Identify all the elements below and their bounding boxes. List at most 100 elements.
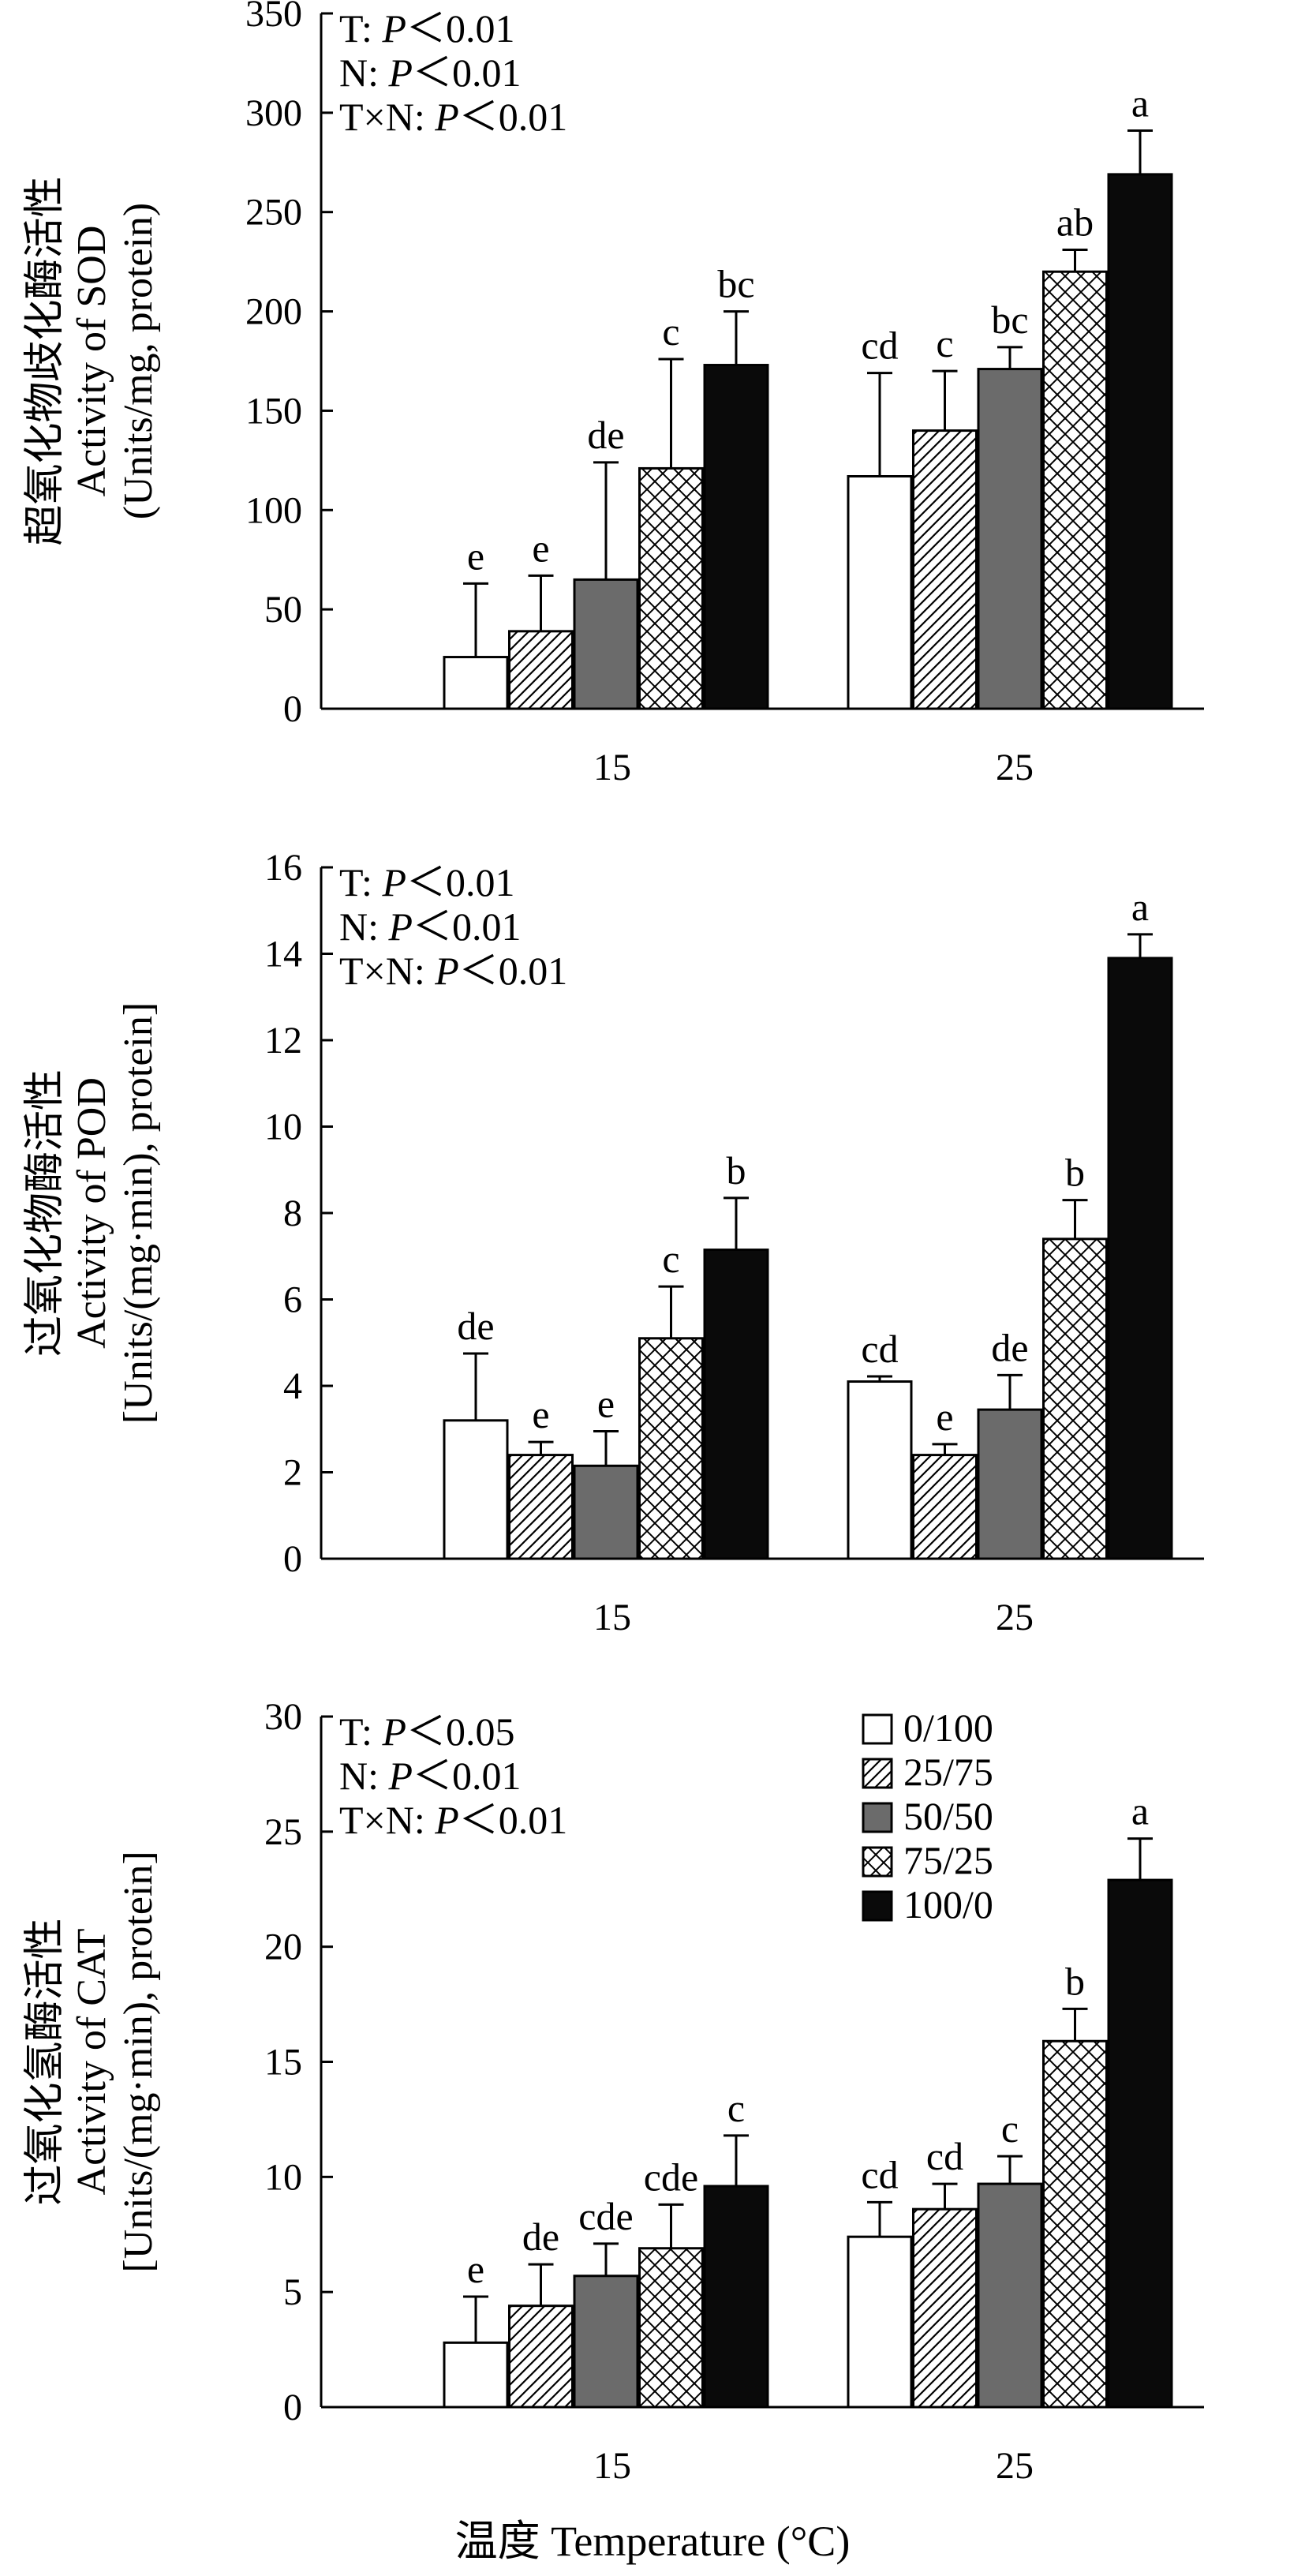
legend-swatch — [862, 1846, 893, 1878]
y-axis-label-line: [Units/(mg·min), protein] — [116, 1002, 161, 1424]
y-tick-label: 5 — [283, 2271, 302, 2313]
bar — [573, 1464, 639, 1560]
bar — [638, 466, 704, 710]
x-tick-label: 15 — [593, 2445, 631, 2487]
significance-letter: e — [936, 1395, 953, 1439]
bar — [1042, 270, 1108, 710]
bar — [508, 630, 574, 710]
legend-label: 100/0 — [903, 1882, 993, 1926]
significance-letter: e — [532, 1392, 549, 1436]
significance-letter: c — [1001, 2106, 1019, 2151]
significance-letter: cd — [861, 1327, 898, 1371]
legend-swatch — [862, 1890, 893, 1922]
y-tick-label: 12 — [264, 1020, 302, 1061]
y-tick-label: 0 — [283, 1538, 302, 1580]
significance-letter: c — [662, 1237, 679, 1281]
significance-letter: b — [1065, 1959, 1085, 2003]
legend-label: 75/25 — [903, 1838, 993, 1882]
significance-letter: cd — [861, 2152, 898, 2196]
bar — [703, 2185, 769, 2409]
bar — [443, 1419, 509, 1560]
significance-letter: c — [662, 309, 679, 354]
legend-swatch — [862, 1713, 893, 1745]
significance-letter: cde — [644, 2155, 698, 2199]
y-axis-label-line: 过氧化氢酶活性 — [23, 1918, 68, 2205]
y-tick-label: 100 — [245, 489, 302, 531]
y-tick-label: 150 — [245, 390, 302, 432]
y-tick-label: 30 — [264, 1696, 302, 1738]
bar — [847, 2235, 913, 2409]
significance-letter: e — [597, 1381, 615, 1425]
x-tick-label: 25 — [996, 2445, 1034, 2487]
significance-letter: cd — [926, 2134, 963, 2178]
y-tick-label: 350 — [245, 0, 302, 35]
y-tick-label: 4 — [283, 1365, 302, 1407]
legend-label: 25/75 — [903, 1750, 993, 1794]
bar — [573, 578, 639, 710]
x-axis-label: 温度 Temperature (°C) — [455, 2518, 851, 2565]
significance-letter: de — [587, 413, 624, 457]
bar — [508, 2305, 574, 2409]
y-tick-label: 10 — [264, 1106, 302, 1148]
bar — [508, 1454, 574, 1560]
bar — [977, 368, 1043, 710]
y-tick-label: 2 — [283, 1452, 302, 1494]
y-tick-label: 6 — [283, 1279, 302, 1321]
y-tick-label: 50 — [264, 589, 302, 631]
legend-swatch — [862, 1802, 893, 1833]
significance-letter: de — [991, 1325, 1028, 1369]
stat-line: N: P＜0.01 — [339, 904, 522, 949]
bar — [912, 1454, 978, 1560]
bar — [703, 364, 769, 710]
bar — [573, 2275, 639, 2409]
significance-letter: ab — [1056, 200, 1094, 245]
bar — [1107, 1878, 1173, 2409]
y-axis-label-line: [Units/(mg·min), protein] — [116, 1851, 161, 2272]
bar — [1042, 2039, 1108, 2409]
y-tick-label: 20 — [264, 1926, 302, 1968]
legend-label: 0/100 — [903, 1705, 993, 1750]
y-tick-label: 200 — [245, 291, 302, 333]
chart-panel-pod: 0 2 4 6 8 10 12 14 16 15 25 过氧化物酶活性 Activity of POD[… — [23, 847, 1204, 1638]
bar — [638, 1337, 704, 1560]
y-axis-label-line: (Units/mg, protein) — [116, 203, 161, 520]
significance-letter: bc — [991, 298, 1028, 342]
significance-letter: e — [467, 2247, 484, 2291]
y-tick-label: 300 — [245, 92, 302, 134]
significance-letter: a — [1131, 1789, 1149, 1833]
x-tick-label: 25 — [996, 1597, 1034, 1638]
x-tick-label: 25 — [996, 747, 1034, 788]
bar — [1042, 1237, 1108, 1560]
significance-letter: a — [1131, 885, 1149, 929]
y-tick-label: 16 — [264, 847, 302, 889]
legend-swatch — [862, 1758, 893, 1789]
y-axis-label-line: Activity of CAT — [69, 1929, 114, 2196]
y-axis-label-line: Activity of POD — [69, 1077, 114, 1349]
bar — [912, 429, 978, 710]
y-tick-label: 0 — [283, 2387, 302, 2428]
y-axis-label-line: Activity of SOD — [69, 226, 114, 497]
bar — [638, 2247, 704, 2409]
y-tick-label: 8 — [283, 1193, 302, 1234]
stat-line: T×N: P＜0.01 — [339, 1798, 567, 1842]
significance-letter: b — [1065, 1151, 1085, 1195]
significance-letter: a — [1131, 81, 1149, 125]
y-axis-label-line: 过氧化物酶活性 — [23, 1069, 68, 1357]
y-tick-label: 15 — [264, 2042, 302, 2084]
stat-line: T: P＜0.05 — [339, 1709, 515, 1754]
y-tick-label: 0 — [283, 688, 302, 730]
bar — [977, 2182, 1043, 2409]
stat-line: T×N: P＜0.01 — [339, 949, 567, 993]
bar — [1107, 957, 1173, 1560]
y-tick-label: 14 — [264, 934, 302, 975]
bar — [443, 2341, 509, 2409]
bar — [912, 2207, 978, 2409]
bar — [847, 1380, 913, 1560]
bar — [443, 656, 509, 710]
significance-letter: de — [522, 2215, 559, 2259]
y-tick-label: 250 — [245, 192, 302, 234]
significance-letter: e — [532, 526, 549, 570]
x-tick-label: 15 — [593, 1597, 631, 1638]
